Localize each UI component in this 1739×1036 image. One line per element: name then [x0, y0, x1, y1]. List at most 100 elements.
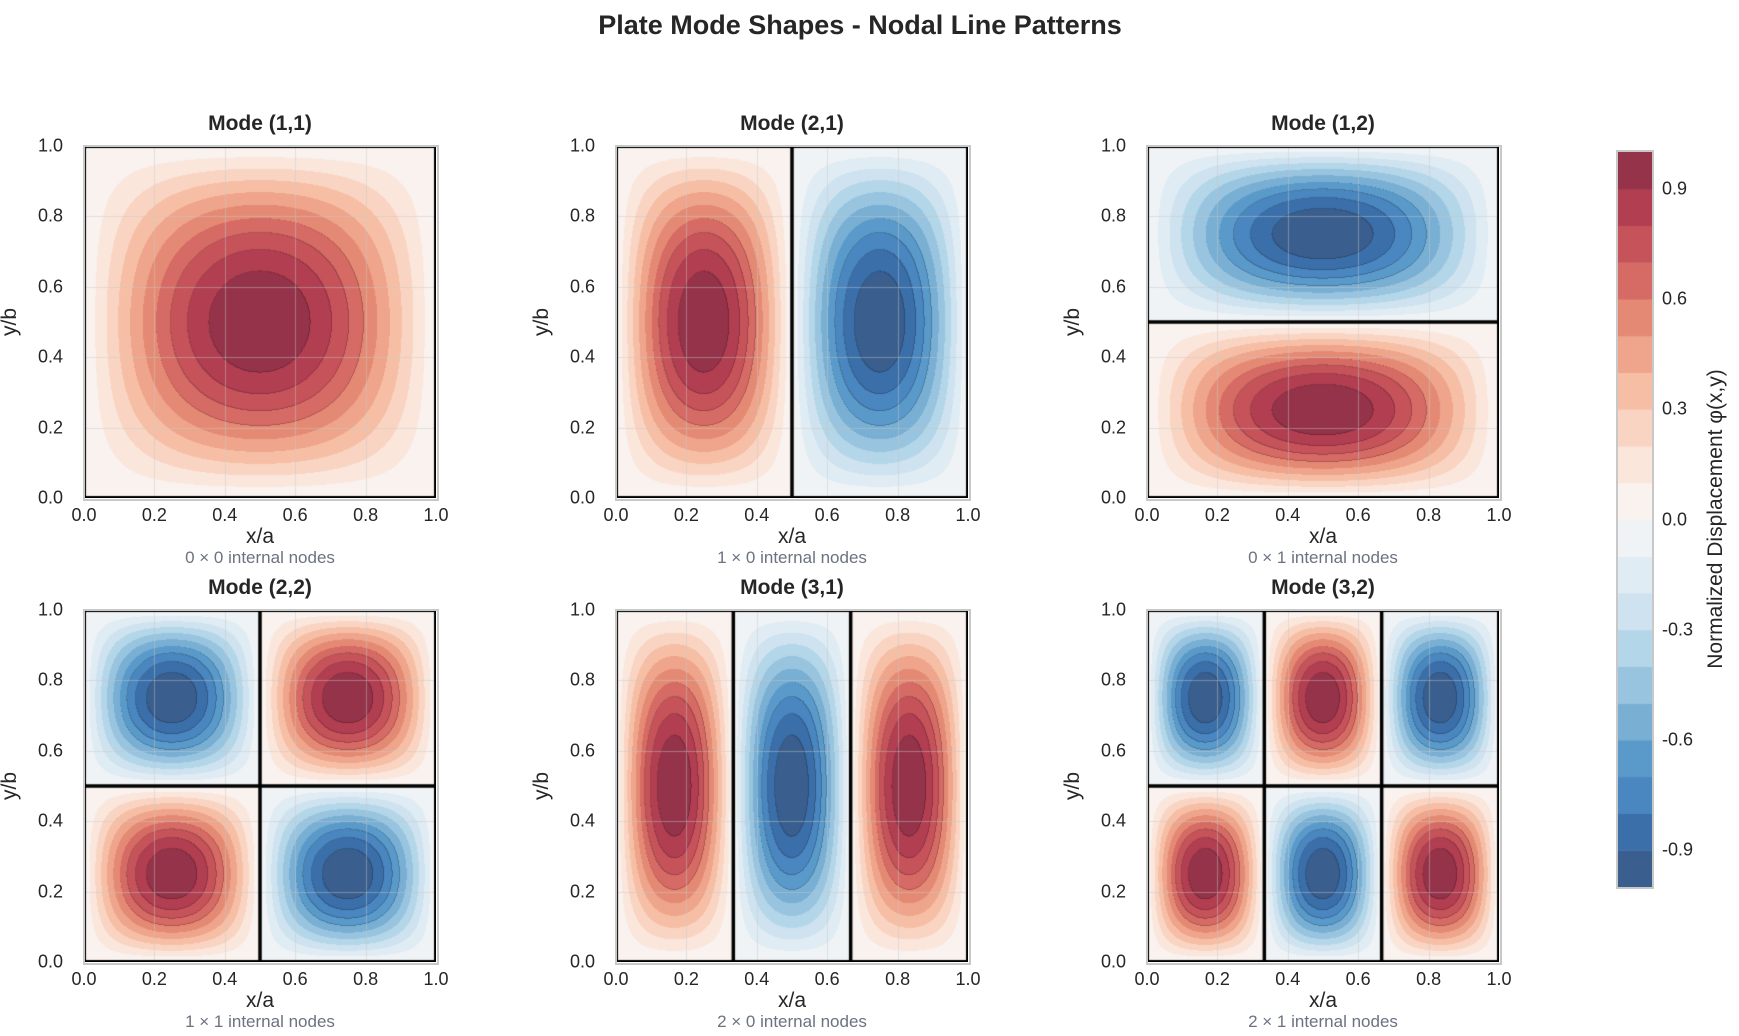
x-tick-label: 0.6 — [282, 969, 308, 989]
y-tick-label: 0.8 — [570, 669, 596, 690]
x-axis-label: x/a — [245, 989, 274, 1012]
panel-title: Mode (3,2) — [1271, 576, 1375, 599]
x-tick-label: 0.0 — [1134, 505, 1160, 525]
x-tick-label: 0.2 — [141, 505, 167, 525]
y-tick-label: 0.0 — [570, 951, 596, 972]
x-tick-label: 0.8 — [885, 505, 911, 525]
x-tick-label: 1.0 — [955, 505, 981, 525]
y-tick-label: 0.8 — [570, 205, 596, 226]
internal-nodes-note: 0 × 0 internal nodes — [185, 548, 335, 567]
mode-panel: Mode (1,1) 0.0 0.0 0.2 0.2 0.4 0.4 0.6 0.6 0.8 0.8… — [0, 112, 449, 567]
y-tick-label: 0.8 — [1101, 669, 1127, 690]
x-tick-label: 1.0 — [423, 969, 449, 989]
y-tick-label: 0.0 — [570, 487, 596, 508]
y-tick-label: 0.2 — [1101, 881, 1127, 902]
colorbar-tick-label: -0.6 — [1662, 729, 1694, 750]
x-tick-label: 0.6 — [1345, 969, 1371, 989]
panel-title: Mode (2,1) — [740, 112, 844, 135]
y-axis-label: y/b — [530, 307, 553, 337]
colorbar-tick-label: -0.3 — [1662, 619, 1694, 640]
x-axis-label: x/a — [245, 525, 274, 548]
y-tick-label: 1.0 — [570, 135, 596, 156]
mode-panel: Mode (3,2) 0.0 0.0 0.2 0.2 0.4 0.4 0.6 0.6 0.8 0.8… — [1061, 576, 1512, 1031]
panel-title: Mode (1,2) — [1271, 112, 1375, 135]
internal-nodes-note: 1 × 0 internal nodes — [717, 548, 867, 567]
x-tick-label: 0.0 — [71, 969, 97, 989]
x-tick-label: 0.2 — [673, 505, 699, 525]
y-tick-label: 0.2 — [1101, 417, 1127, 438]
x-tick-label: 0.4 — [1275, 505, 1301, 525]
y-axis-label: y/b — [0, 307, 21, 337]
contour-plot — [1147, 610, 1499, 962]
y-tick-label: 1.0 — [1101, 599, 1127, 620]
internal-nodes-note: 2 × 1 internal nodes — [1248, 1012, 1398, 1031]
x-axis-label: x/a — [777, 989, 806, 1012]
contour-plot — [616, 146, 968, 498]
panel-title: Mode (2,2) — [208, 576, 312, 599]
mode-panel: Mode (3,1) 0.0 0.0 0.2 0.2 0.4 0.4 0.6 0.6 0.8 0.8… — [530, 576, 981, 1031]
x-tick-label: 0.4 — [1275, 969, 1301, 989]
contour-plot — [84, 146, 436, 498]
y-tick-label: 1.0 — [1101, 135, 1127, 156]
figure-title: Plate Mode Shapes - Nodal Line Patterns — [598, 10, 1122, 40]
y-tick-label: 0.0 — [1101, 487, 1127, 508]
x-tick-label: 0.0 — [603, 969, 629, 989]
colorbar — [1618, 152, 1652, 887]
x-tick-label: 1.0 — [1486, 969, 1512, 989]
x-axis-label: x/a — [777, 525, 806, 548]
y-tick-label: 0.6 — [570, 740, 596, 761]
x-tick-label: 0.0 — [1134, 969, 1160, 989]
y-tick-label: 1.0 — [38, 135, 64, 156]
x-axis-label: x/a — [1308, 989, 1337, 1012]
y-tick-label: 0.4 — [570, 346, 596, 367]
y-tick-label: 0.8 — [38, 669, 64, 690]
contour-plot — [616, 610, 968, 962]
y-tick-label: 0.8 — [38, 205, 64, 226]
colorbar-tick-label: 0.0 — [1662, 509, 1688, 529]
x-tick-label: 0.0 — [603, 505, 629, 525]
x-tick-label: 0.4 — [212, 969, 238, 989]
y-tick-label: 0.0 — [38, 951, 64, 972]
y-tick-label: 0.6 — [38, 740, 64, 761]
panel-title: Mode (1,1) — [208, 112, 312, 135]
x-tick-label: 0.4 — [212, 505, 238, 525]
colorbar-tick-label: 0.3 — [1662, 398, 1688, 419]
x-tick-label: 0.6 — [814, 969, 840, 989]
x-axis-label: x/a — [1308, 525, 1337, 548]
mode-panel: Mode (2,2) 0.0 0.0 0.2 0.2 0.4 0.4 0.6 0.6 0.8 0.8… — [0, 576, 449, 1031]
y-axis-label: y/b — [1061, 771, 1084, 801]
y-tick-label: 0.6 — [38, 276, 64, 297]
x-tick-label: 0.4 — [744, 969, 770, 989]
y-tick-label: 0.0 — [1101, 951, 1127, 972]
y-tick-label: 0.6 — [1101, 276, 1127, 297]
y-tick-label: 0.8 — [1101, 205, 1127, 226]
colorbar-frame — [1616, 150, 1654, 889]
x-tick-label: 0.2 — [1204, 969, 1230, 989]
mode-panel: Mode (1,2) 0.0 0.0 0.2 0.2 0.4 0.4 0.6 0.6 0.8 0.8… — [1061, 112, 1512, 567]
x-tick-label: 0.6 — [1345, 505, 1371, 525]
y-axis-label: y/b — [530, 771, 553, 801]
mode-panel: Mode (2,1) 0.0 0.0 0.2 0.2 0.4 0.4 0.6 0.6 0.8 0.8… — [530, 112, 981, 567]
internal-nodes-note: 0 × 1 internal nodes — [1248, 548, 1398, 567]
internal-nodes-note: 2 × 0 internal nodes — [717, 1012, 867, 1031]
panel-title: Mode (3,1) — [740, 576, 844, 599]
x-tick-label: 0.0 — [71, 505, 97, 525]
contour-plot — [1147, 146, 1499, 498]
contour-plot — [84, 610, 436, 962]
x-tick-label: 1.0 — [955, 969, 981, 989]
y-tick-label: 1.0 — [38, 599, 64, 620]
x-tick-label: 0.2 — [673, 969, 699, 989]
y-tick-label: 0.4 — [38, 810, 64, 831]
y-tick-label: 0.6 — [1101, 740, 1127, 761]
x-tick-label: 0.2 — [141, 969, 167, 989]
y-tick-label: 0.4 — [1101, 810, 1127, 831]
x-tick-label: 0.8 — [353, 969, 379, 989]
x-tick-label: 0.6 — [814, 505, 840, 525]
y-axis-label: y/b — [0, 771, 21, 801]
y-tick-label: 0.4 — [38, 346, 64, 367]
y-tick-label: 0.4 — [570, 810, 596, 831]
y-tick-label: 0.6 — [570, 276, 596, 297]
y-tick-label: 0.0 — [38, 487, 64, 508]
colorbar-tick-label: -0.9 — [1662, 839, 1694, 860]
y-axis-label: y/b — [1061, 307, 1084, 337]
